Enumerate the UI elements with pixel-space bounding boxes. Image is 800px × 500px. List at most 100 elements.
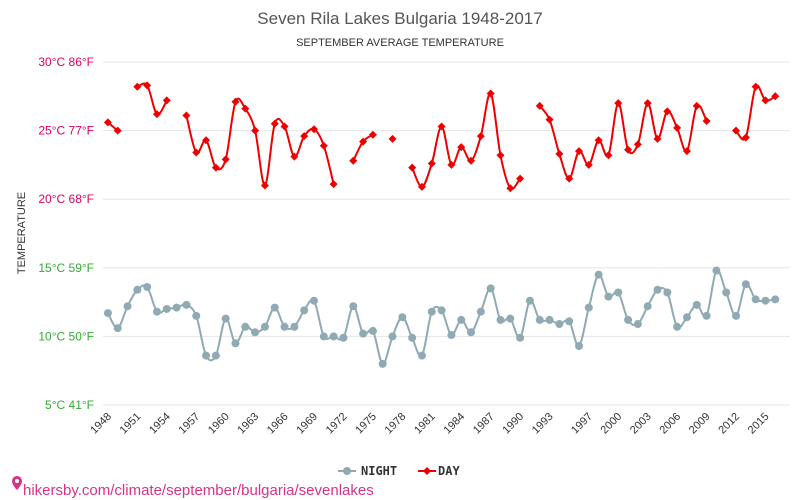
- night-point[interactable]: [722, 288, 731, 297]
- night-point[interactable]: [594, 270, 603, 279]
- day-point[interactable]: [506, 184, 515, 193]
- night-point[interactable]: [447, 331, 456, 340]
- night-point[interactable]: [751, 295, 760, 304]
- day-point[interactable]: [673, 123, 682, 132]
- night-point[interactable]: [584, 303, 593, 312]
- day-point[interactable]: [741, 133, 750, 142]
- day-point[interactable]: [103, 118, 112, 127]
- day-point[interactable]: [614, 99, 623, 108]
- day-point[interactable]: [368, 130, 377, 139]
- day-point[interactable]: [643, 99, 652, 108]
- day-point[interactable]: [192, 148, 201, 157]
- night-point[interactable]: [231, 339, 240, 348]
- night-point[interactable]: [260, 322, 269, 331]
- night-point[interactable]: [457, 315, 466, 324]
- night-point[interactable]: [310, 296, 319, 305]
- day-point[interactable]: [290, 152, 299, 161]
- day-point[interactable]: [545, 115, 554, 124]
- day-point[interactable]: [771, 92, 780, 101]
- night-point[interactable]: [349, 302, 358, 311]
- night-point[interactable]: [437, 306, 446, 315]
- day-point[interactable]: [535, 101, 544, 110]
- night-point[interactable]: [417, 351, 426, 360]
- day-point[interactable]: [211, 163, 220, 172]
- day-point[interactable]: [732, 126, 741, 135]
- night-point[interactable]: [663, 288, 672, 297]
- legend-item-night[interactable]: NIGHT: [338, 464, 397, 478]
- day-point[interactable]: [447, 160, 456, 169]
- day-point[interactable]: [202, 136, 211, 145]
- night-point[interactable]: [565, 317, 574, 326]
- night-point[interactable]: [113, 324, 122, 333]
- night-point[interactable]: [771, 295, 780, 304]
- day-point[interactable]: [221, 155, 230, 164]
- day-point[interactable]: [574, 147, 583, 156]
- night-point[interactable]: [143, 283, 152, 292]
- day-point[interactable]: [319, 141, 328, 150]
- day-point[interactable]: [359, 137, 368, 146]
- day-point[interactable]: [260, 181, 269, 190]
- night-point[interactable]: [359, 329, 368, 338]
- night-point[interactable]: [692, 300, 701, 309]
- day-point[interactable]: [457, 143, 466, 152]
- day-point[interactable]: [427, 159, 436, 168]
- day-point[interactable]: [751, 82, 760, 91]
- day-point[interactable]: [496, 151, 505, 160]
- night-point[interactable]: [378, 359, 387, 368]
- day-point[interactable]: [584, 160, 593, 169]
- night-point[interactable]: [290, 322, 299, 331]
- night-point[interactable]: [496, 315, 505, 324]
- day-point[interactable]: [516, 174, 525, 183]
- night-point[interactable]: [476, 307, 485, 316]
- night-point[interactable]: [202, 351, 211, 360]
- day-point[interactable]: [152, 110, 161, 119]
- night-point[interactable]: [555, 320, 564, 329]
- day-point[interactable]: [633, 140, 642, 149]
- night-point[interactable]: [516, 333, 525, 342]
- night-point[interactable]: [741, 280, 750, 289]
- night-point[interactable]: [525, 296, 534, 305]
- night-point[interactable]: [653, 285, 662, 294]
- night-point[interactable]: [388, 332, 397, 341]
- night-point[interactable]: [467, 328, 476, 337]
- night-point[interactable]: [408, 333, 417, 342]
- night-point[interactable]: [682, 313, 691, 322]
- day-point[interactable]: [594, 136, 603, 145]
- day-point[interactable]: [565, 174, 574, 183]
- night-point[interactable]: [732, 311, 741, 320]
- night-point[interactable]: [241, 322, 250, 331]
- night-point[interactable]: [270, 303, 279, 312]
- night-point[interactable]: [624, 315, 633, 324]
- night-point[interactable]: [604, 292, 613, 301]
- night-point[interactable]: [152, 307, 161, 316]
- day-point[interactable]: [113, 126, 122, 135]
- day-point[interactable]: [555, 149, 564, 158]
- night-point[interactable]: [123, 302, 132, 311]
- day-point[interactable]: [280, 122, 289, 131]
- day-point[interactable]: [663, 107, 672, 116]
- night-point[interactable]: [633, 320, 642, 329]
- night-point[interactable]: [182, 300, 191, 309]
- day-point[interactable]: [702, 116, 711, 125]
- night-point[interactable]: [339, 333, 348, 342]
- day-point[interactable]: [467, 156, 476, 165]
- legend-item-day[interactable]: DAY: [418, 464, 460, 478]
- day-point[interactable]: [300, 132, 309, 141]
- day-point[interactable]: [437, 122, 446, 131]
- night-point[interactable]: [319, 332, 328, 341]
- night-point[interactable]: [211, 351, 220, 360]
- source-footer[interactable]: hikersby.com/climate/september/bulgaria/…: [12, 476, 374, 499]
- day-point[interactable]: [310, 125, 319, 134]
- day-point[interactable]: [624, 145, 633, 154]
- night-point[interactable]: [486, 284, 495, 293]
- day-point[interactable]: [761, 96, 770, 105]
- night-point[interactable]: [506, 314, 515, 323]
- night-point[interactable]: [535, 315, 544, 324]
- night-point[interactable]: [712, 266, 721, 275]
- night-point[interactable]: [103, 309, 112, 318]
- night-point[interactable]: [251, 328, 260, 337]
- day-point[interactable]: [388, 134, 397, 143]
- night-point[interactable]: [221, 314, 230, 323]
- day-point[interactable]: [417, 182, 426, 191]
- day-point[interactable]: [270, 119, 279, 128]
